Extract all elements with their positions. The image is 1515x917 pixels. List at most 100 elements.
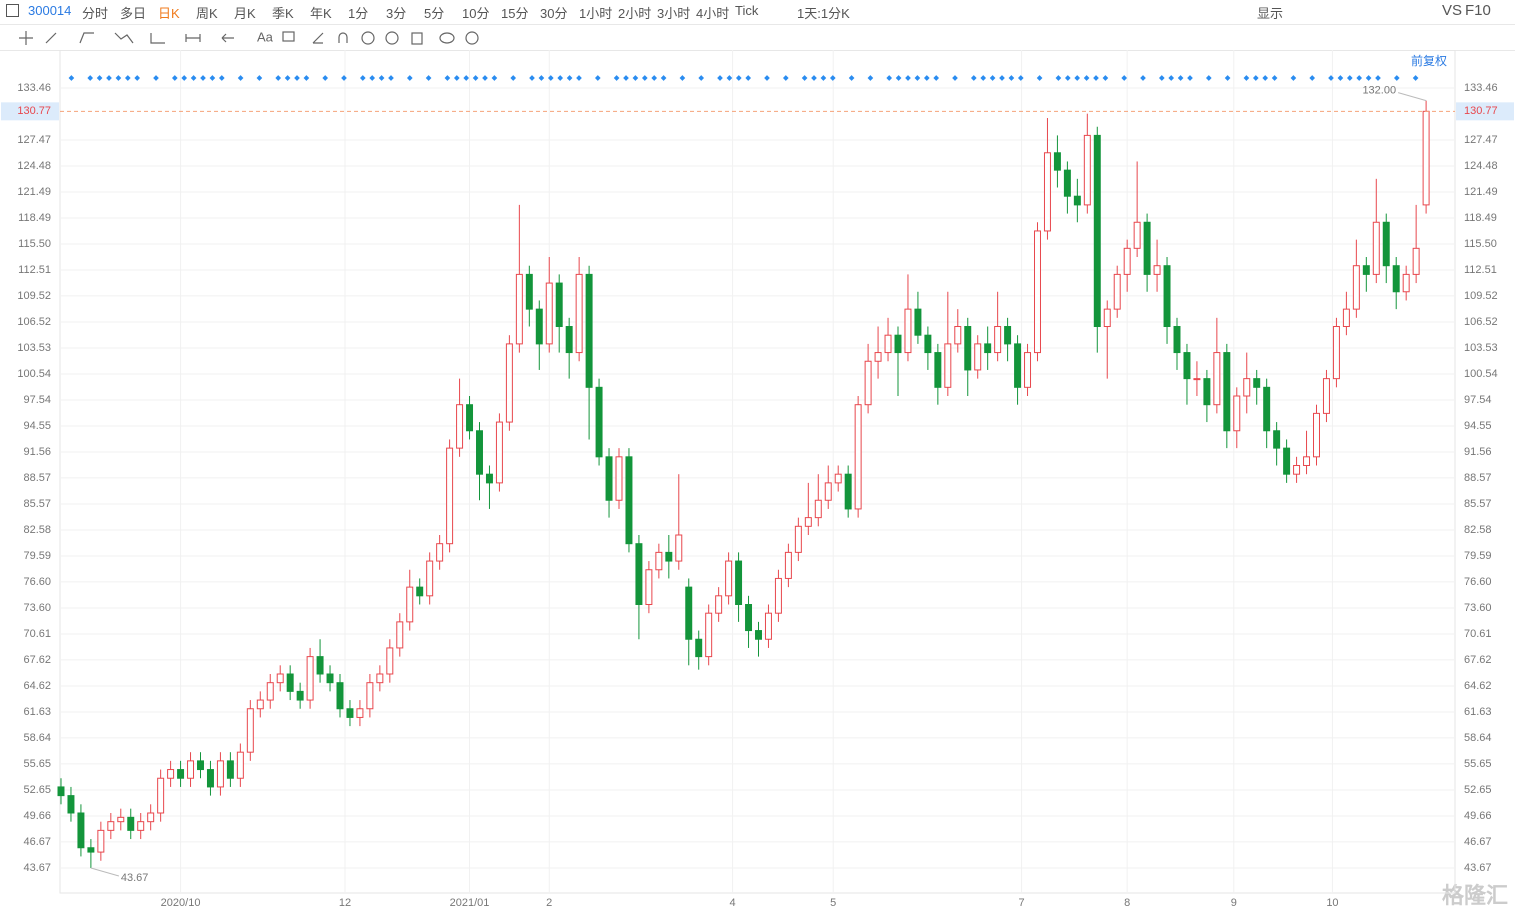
- candle-body: [147, 812, 155, 823]
- event-marker: [482, 75, 488, 81]
- event-marker: [1187, 75, 1193, 81]
- show-menu[interactable]: 显示: [1257, 6, 1284, 21]
- candle-body: [1342, 308, 1350, 328]
- f10-button[interactable]: F10: [1465, 2, 1491, 19]
- period-tab[interactable]: 4小时: [696, 6, 730, 21]
- period-tab[interactable]: 月K: [234, 6, 256, 21]
- event-marker: [867, 75, 874, 81]
- candle-body: [226, 760, 234, 779]
- event-marker: [1140, 75, 1146, 81]
- period-tab[interactable]: 2小时: [618, 6, 652, 21]
- period-tab[interactable]: 1分: [348, 6, 369, 21]
- candle-body: [366, 682, 374, 710]
- panel-icon[interactable]: [6, 4, 19, 17]
- y2-tick-label: 49.66: [1464, 810, 1492, 822]
- candle-body: [1303, 456, 1311, 467]
- candle-body: [296, 690, 304, 701]
- x-tick-label: 9: [1231, 897, 1237, 909]
- angle-tool[interactable]: [312, 32, 324, 44]
- period-tab[interactable]: 3小时: [657, 6, 691, 21]
- period-tab[interactable]: 30分: [540, 6, 568, 21]
- adjust-mode[interactable]: 前复权: [1411, 53, 1447, 68]
- candle-body: [1372, 221, 1380, 275]
- candle-body: [745, 604, 753, 632]
- candle-body: [974, 343, 982, 371]
- line-tool[interactable]: [45, 32, 57, 44]
- period-tab[interactable]: 15分: [501, 6, 529, 21]
- period-tab[interactable]: 季K: [272, 6, 294, 21]
- period-tab[interactable]: 3分: [386, 6, 407, 21]
- candle-body: [97, 829, 105, 853]
- candle-body: [1093, 134, 1101, 328]
- last-price-box: [1, 102, 59, 121]
- period-tab[interactable]: 1天:1分K: [797, 6, 850, 21]
- y-tick-label: 100.54: [17, 368, 51, 380]
- candle-body: [446, 447, 454, 545]
- note-tool[interactable]: [282, 31, 295, 42]
- event-marker: [453, 75, 460, 81]
- period-tab[interactable]: 周K: [196, 6, 218, 21]
- period-tab[interactable]: 5分: [424, 6, 445, 21]
- event-marker: [341, 75, 347, 81]
- wave-tool[interactable]: [114, 32, 134, 44]
- period-tab[interactable]: 多日: [120, 6, 147, 21]
- hide-tool[interactable]: [385, 31, 399, 45]
- candle-body: [1402, 273, 1410, 293]
- candle-body: [286, 673, 294, 692]
- range-tool[interactable]: [185, 34, 201, 42]
- event-marker: [782, 75, 789, 81]
- delete-tool[interactable]: [411, 32, 423, 45]
- measure-tool[interactable]: [150, 33, 165, 44]
- link-tool[interactable]: [439, 32, 455, 44]
- x-tick-label: 2021/01: [450, 897, 490, 909]
- candle-body: [87, 847, 95, 853]
- period-tab[interactable]: 1小时: [579, 6, 613, 21]
- period-tab[interactable]: 10分: [462, 6, 490, 21]
- candle-body: [1183, 352, 1191, 380]
- y-tick-label: 85.57: [23, 498, 51, 510]
- period-tab[interactable]: Tick: [735, 3, 759, 18]
- event-marker: [529, 75, 535, 81]
- text-tool[interactable]: Aa: [257, 29, 274, 44]
- magnet-tool[interactable]: [338, 32, 348, 43]
- y-tick-label: 124.48: [17, 160, 51, 172]
- event-marker: [68, 75, 75, 81]
- event-marker: [1177, 75, 1184, 81]
- back-tool[interactable]: [221, 33, 234, 43]
- y-tick-label: 103.53: [17, 342, 51, 354]
- y2-tick-label: 127.47: [1464, 134, 1498, 146]
- event-marker: [406, 75, 413, 81]
- candle-body: [426, 560, 434, 597]
- event-marker: [1365, 75, 1372, 81]
- event-marker: [378, 75, 385, 81]
- y2-tick-label: 52.65: [1464, 784, 1492, 796]
- candle-body: [854, 404, 862, 510]
- y-tick-label: 88.57: [23, 472, 51, 484]
- lock-tool[interactable]: [361, 31, 375, 45]
- event-marker: [1158, 75, 1165, 81]
- candle-body: [137, 821, 145, 831]
- candle-body: [495, 421, 503, 484]
- y2-tick-label: 133.46: [1464, 82, 1498, 94]
- y-tick-label: 121.49: [17, 186, 51, 198]
- period-tab[interactable]: 分时: [82, 6, 109, 21]
- channel-tool[interactable]: [79, 32, 94, 44]
- settings-tool[interactable]: [465, 31, 479, 45]
- move-tool[interactable]: [19, 31, 33, 45]
- period-tab[interactable]: 日K: [158, 6, 180, 21]
- event-marker: [190, 75, 197, 81]
- y2-tick-label: 100.54: [1464, 368, 1498, 380]
- event-marker: [359, 75, 366, 81]
- event-marker: [538, 75, 545, 81]
- candle-body: [515, 273, 523, 345]
- event-marker: [1008, 75, 1015, 81]
- stock-code[interactable]: 300014: [28, 3, 72, 18]
- candle-body: [585, 273, 593, 388]
- period-tab[interactable]: 年K: [310, 6, 332, 21]
- candle-body: [326, 673, 334, 684]
- vs-button[interactable]: VS: [1442, 2, 1463, 19]
- x-tick-label: 2: [546, 897, 552, 909]
- event-marker: [1271, 75, 1278, 81]
- candle-body: [1322, 378, 1330, 414]
- candle-body: [635, 543, 643, 606]
